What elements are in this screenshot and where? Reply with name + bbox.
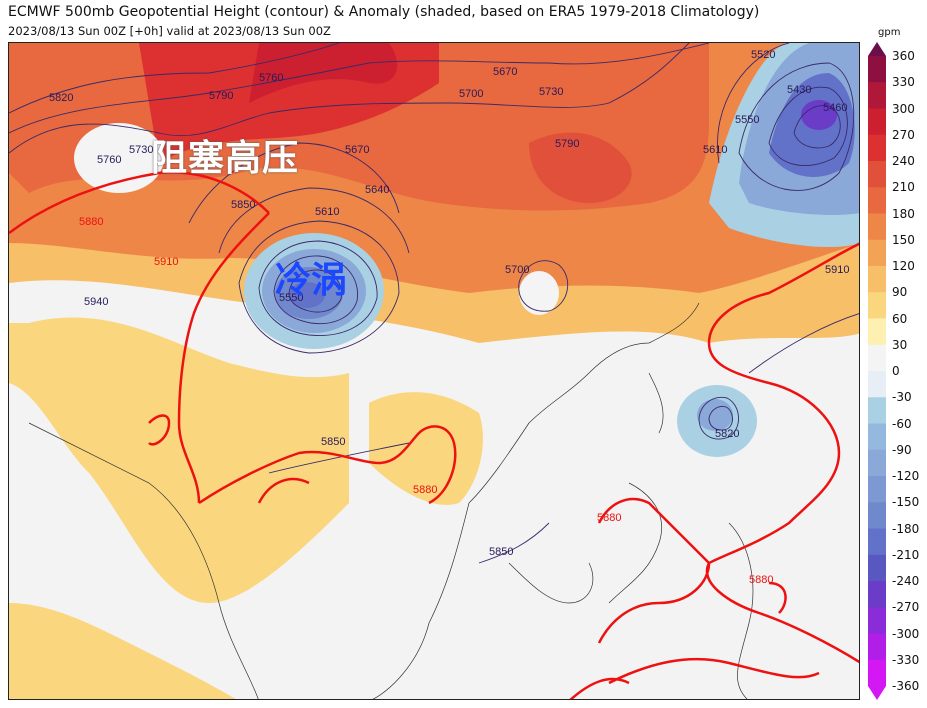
chart-subtitle: 2023/08/13 Sun 00Z [+0h] valid at 2023/0… [8,24,331,38]
cold-vortex-label: 冷涡 [275,260,348,301]
colorbar-segment [868,187,886,214]
colorbar-segment [868,82,886,109]
contour-5880 [9,171,859,699]
contour-label: 5730 [539,86,563,98]
colorbar-segment [868,213,886,241]
colorbar-segment [868,344,886,372]
contour-label: 5850 [489,546,513,558]
colorbar-extend-top [868,42,886,56]
colorbar-segment [868,56,886,83]
colorbar-segment [868,161,886,188]
anomaly-shading [9,43,859,699]
height-contours [9,43,859,564]
colorbar-tick-label: -300 [892,626,920,641]
colorbar [868,42,886,700]
contour-label: 5850 [231,199,255,211]
colorbar-tick-label: -120 [892,469,920,483]
colorbar-tick-label: 0 [892,364,900,378]
contour-label: 5790 [555,138,579,150]
colorbar-segment [868,371,886,398]
contour-label: 5880 [597,512,621,524]
contour-label: 5730 [129,144,153,156]
contour-label: 5430 [787,84,811,96]
contour-label: 5940 [84,296,108,308]
colorbar-segment [868,318,886,346]
colorbar-tick-label: -360 [892,679,920,693]
colorbar-tick-label: -210 [892,547,920,562]
colorbar-tick-label: -180 [892,521,920,536]
colorbar-unit: gpm [878,27,901,38]
colorbar-tick-label: 90 [892,285,908,300]
colorbar-segment [868,423,886,451]
colorbar-tick-label: 210 [892,180,915,195]
colorbar-tick-label: 60 [892,311,908,326]
contour-label: 5700 [505,264,529,276]
contour-label: 5520 [751,49,775,61]
colorbar-tick-label: 330 [892,75,915,90]
colorbar-segment [868,659,886,687]
colorbar-tick-label: -150 [892,495,920,510]
colorbar-extend-bottom [868,686,886,700]
contour-label-layer: 5820 5760 5790 5730 5760 5880 5850 5670 … [49,49,849,586]
colorbar-segment [868,239,886,267]
colorbar-segment [868,292,886,319]
contour-label: 5880 [79,216,103,228]
colorbar-tick-label: 300 [892,101,915,116]
colorbar-tick-label: -270 [892,600,920,615]
colorbar-tick-label: 150 [892,232,915,247]
colorbar-segment [868,607,886,634]
map-panel: 5820 5760 5790 5730 5760 5880 5850 5670 … [8,42,860,700]
colorbar-segment [868,502,886,529]
colorbar-segment [868,554,886,582]
colorbar-segment [868,108,886,136]
colorbar-segment [868,449,886,477]
contour-label: 5610 [315,206,339,218]
colorbar-segment [868,528,886,556]
contour-label: 5880 [413,484,437,496]
colorbar-segment [868,134,886,162]
chart-title: ECMWF 500mb Geopotential Height (contour… [8,4,760,20]
colorbar-tick-label: -30 [892,390,912,405]
contour-label: 5670 [345,144,369,156]
colorbar-tick-label: 360 [892,49,915,63]
contour-label: 5670 [493,66,517,78]
contour-label: 5550 [279,292,303,304]
contour-label: 5910 [154,256,178,268]
colorbar-tick-label: 180 [892,206,915,221]
colorbar-segment [868,397,886,424]
contour-label: 5460 [823,102,847,114]
contour-label: 5820 [49,92,73,104]
colorbar-segment [868,581,886,608]
colorbar-tick-label: 120 [892,259,915,273]
colorbar-tick-label: -240 [892,574,920,588]
contour-label: 5820 [715,428,739,440]
colorbar-tick-label: 30 [892,337,908,352]
contour-label: 5640 [365,184,389,196]
colorbar-tick-label: 270 [892,127,915,142]
contour-label: 5700 [459,88,483,100]
contour-label: 5550 [735,114,759,126]
contour-label: 5790 [209,90,233,102]
contour-label: 5760 [97,154,121,166]
colorbar-segment [868,266,886,293]
colorbar-segment [868,633,886,661]
anomaly-map-svg: 5820 5760 5790 5730 5760 5880 5850 5670 … [9,43,859,699]
colorbar-tick-label: -330 [892,652,920,667]
colorbar-tick-label: 240 [892,154,915,168]
colorbar-tick-label: -90 [892,442,912,457]
contour-label: 5880 [749,574,773,586]
colorbar-tick-label: -60 [892,416,912,431]
blocking-high-label: 阻塞高压 [151,138,300,179]
contour-label: 5850 [321,436,345,448]
coastlines [28,302,754,699]
colorbar-segment [868,476,886,503]
contour-label: 5910 [825,264,849,276]
contour-label: 5610 [703,144,727,156]
contour-label: 5760 [259,72,283,84]
